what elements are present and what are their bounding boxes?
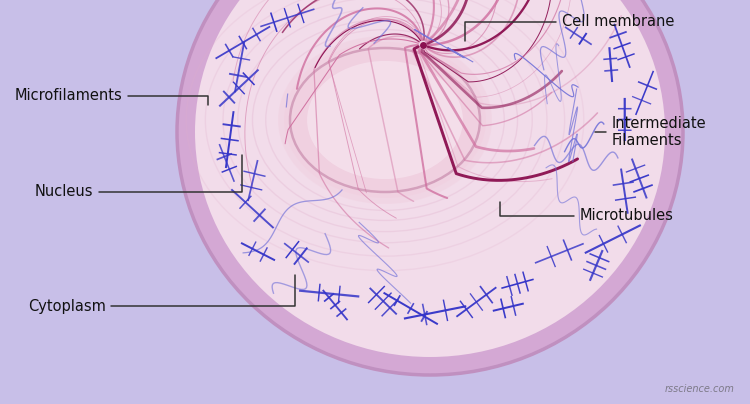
Ellipse shape xyxy=(284,42,486,198)
Text: Cell membrane: Cell membrane xyxy=(465,15,674,41)
Ellipse shape xyxy=(290,48,480,192)
Text: Cytoplasm: Cytoplasm xyxy=(28,275,295,314)
Text: rsscience.com: rsscience.com xyxy=(665,384,735,394)
Text: Microtubules: Microtubules xyxy=(500,202,674,223)
Text: Intermediate
Filaments: Intermediate Filaments xyxy=(595,116,706,148)
Text: Nucleus: Nucleus xyxy=(35,155,242,200)
Ellipse shape xyxy=(195,0,665,357)
Ellipse shape xyxy=(177,0,683,375)
Text: Microfilaments: Microfilaments xyxy=(15,88,208,105)
Ellipse shape xyxy=(278,36,492,204)
Ellipse shape xyxy=(307,61,463,179)
